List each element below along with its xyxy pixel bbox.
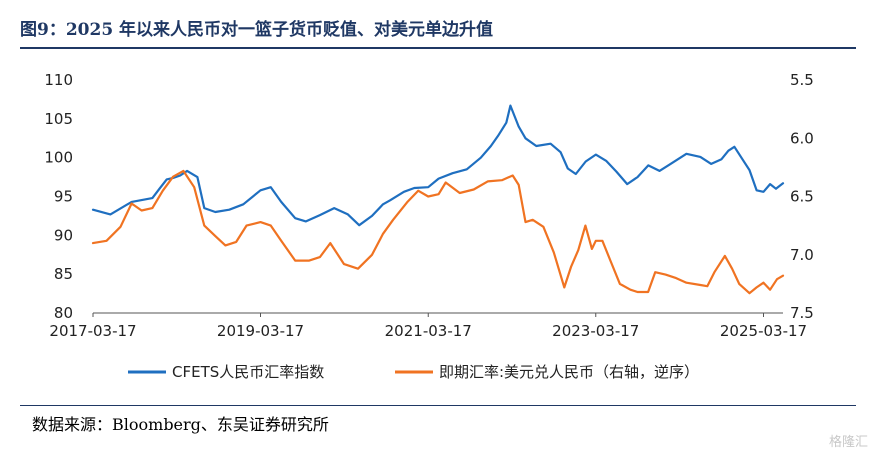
x-tick-label: 2017-03-17	[49, 322, 136, 340]
left-y-tick-label: 105	[44, 110, 73, 128]
right-y-tick-label: 6.0	[790, 129, 814, 147]
legend-label: CFETS人民币汇率指数	[172, 363, 324, 381]
left-y-tick-label: 100	[44, 149, 73, 167]
x-tick-label: 2019-03-17	[217, 322, 304, 340]
cfets-index-line	[91, 104, 785, 227]
x-tick-label: 2025-03-17	[720, 322, 807, 340]
source-note: 数据来源：Bloomberg、东吴证券研究所	[32, 415, 329, 434]
legend: CFETS人民币汇率指数 即期汇率:美元兑人民币（右轴，逆序）	[128, 363, 699, 381]
figure-title: 图9：2025 年以来人民币对一篮子货币贬值、对美元单边升值	[20, 20, 494, 40]
legend-label: 即期汇率:美元兑人民币（右轴，逆序）	[439, 363, 699, 381]
left-y-tick-label: 85	[54, 265, 73, 283]
right-y-tick-label: 5.5	[790, 71, 814, 89]
x-tick-label: 2023-03-17	[552, 322, 639, 340]
right-y-tick-label: 6.5	[790, 188, 814, 206]
axes: 80 85 90 95 100 105 110 5.5 6.0 6.5 7.0 7.5 2017-03-…	[44, 71, 814, 340]
source-divider	[20, 405, 856, 406]
left-y-tick-label: 110	[44, 71, 73, 89]
x-tick-label: 2021-03-17	[385, 322, 472, 340]
left-y-tick-label: 90	[54, 226, 73, 244]
left-y-tick-label: 80	[54, 304, 73, 322]
watermark: 格隆汇	[828, 435, 868, 450]
usdcny-spot-line	[91, 169, 785, 295]
title-divider	[20, 47, 856, 49]
left-y-tick-label: 95	[54, 188, 73, 206]
right-y-tick-label: 7.0	[790, 246, 814, 264]
series-lines	[91, 104, 785, 295]
right-y-tick-label: 7.5	[790, 304, 814, 322]
